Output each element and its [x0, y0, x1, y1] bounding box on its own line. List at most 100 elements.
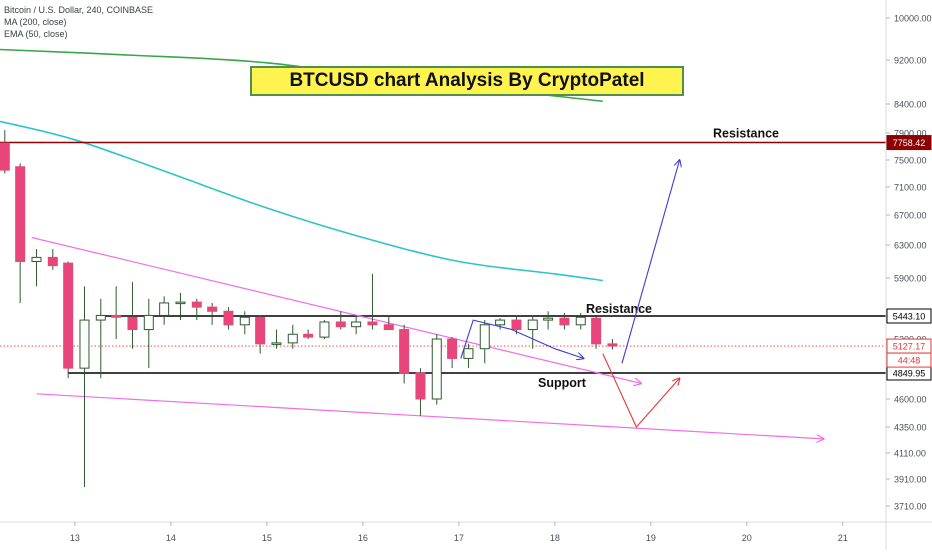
candle-up-body [575, 316, 586, 326]
candle-down-body [303, 333, 314, 338]
price-tag-major: 7758.42 [886, 135, 932, 151]
ma-indicator-label[interactable]: MA (200, close) [4, 17, 67, 27]
candle-down-body [47, 256, 58, 267]
countdown-bg [886, 352, 932, 368]
candle [95, 298, 106, 379]
candle [271, 329, 282, 349]
chart-title: BTCUSD chart Analysis By CryptoPatel [250, 66, 684, 96]
y-tick-label: 4350.00 [894, 423, 927, 433]
candle [351, 315, 362, 335]
candle-down-body [415, 372, 426, 400]
candle-up-body [159, 302, 170, 316]
channel-lower-line [36, 393, 824, 439]
candle-down-body [607, 343, 618, 347]
candle-up-body [271, 342, 282, 345]
price-tag-major-text: 7758.42 [893, 138, 926, 148]
candle-up-body [143, 314, 154, 331]
candle-down-body [559, 317, 570, 326]
candle [335, 311, 346, 330]
candle [415, 368, 426, 416]
countdown-text: 44:48 [898, 356, 921, 366]
candle-down-body [335, 321, 346, 328]
candle [543, 311, 554, 330]
projection-blue-long [621, 160, 680, 364]
y-tick-label: 3710.00 [894, 502, 927, 512]
ema50-line [0, 120, 603, 282]
countdown-tag: 44:48 [886, 352, 932, 368]
candle-up-body [527, 319, 538, 331]
candle [63, 261, 74, 379]
candle [479, 320, 490, 364]
candle-down-body [399, 329, 410, 374]
y-tick-label: 6300.00 [894, 241, 927, 251]
candle [159, 296, 170, 325]
candle-down-body [111, 314, 122, 318]
price-tag-minor-text: 5443.10 [893, 312, 926, 322]
price-tag-major-bg [886, 135, 932, 151]
candle-up-body [79, 319, 90, 369]
candle-down-body [15, 166, 26, 262]
candle [431, 334, 442, 405]
resistance-major-label: Resistance [713, 127, 779, 141]
candle [575, 312, 586, 330]
candle [175, 292, 186, 321]
candle-down-body [591, 317, 602, 345]
candle-down-body [191, 301, 202, 308]
candle [367, 273, 378, 330]
y-tick-label: 3910.00 [894, 475, 927, 485]
y-tick-label: 8400.00 [894, 100, 927, 110]
candle [223, 307, 234, 330]
x-tick-label: 17 [454, 533, 464, 543]
price-tag-support-text: 4849.95 [893, 369, 926, 379]
candle-up-body [175, 301, 186, 305]
y-tick-label: 4110.00 [894, 449, 926, 459]
chart-legend: Bitcoin / U.S. Dollar, 240, COINBASE MA … [4, 4, 153, 40]
price-tag-current-text: 5127.17 [893, 342, 926, 352]
y-tick-label: 9200.00 [894, 56, 927, 66]
candle [239, 311, 250, 335]
candle [207, 302, 218, 325]
y-tick-label: 4600.00 [894, 395, 927, 405]
candle-up-body [95, 314, 106, 321]
price-tag-support: 4849.95 [886, 365, 932, 381]
y-tick-label: 10000.00 [894, 14, 932, 24]
candle-up-body [463, 348, 474, 359]
candle-down-body [511, 319, 522, 331]
candle [31, 249, 42, 287]
projection-red-path [602, 353, 680, 428]
candle-down-body [383, 324, 394, 331]
candle-up-body [495, 319, 506, 326]
ema-indicator-label[interactable]: EMA (50, close) [4, 29, 68, 39]
x-tick-label: 21 [838, 533, 848, 543]
candle [495, 318, 506, 330]
y-tick-label: 7100.00 [894, 183, 927, 193]
y-tick-label: 5900.00 [894, 274, 927, 284]
x-tick-label: 15 [262, 533, 272, 543]
candle [559, 312, 570, 330]
x-tick-label: 19 [646, 533, 656, 543]
support-label: Support [538, 376, 587, 390]
price-tag-minor: 5443.10 [886, 308, 932, 324]
candle [255, 315, 266, 354]
price-tag-minor-bg [886, 308, 932, 324]
y-tick-label: 6700.00 [894, 211, 927, 221]
x-tick-label: 16 [358, 533, 368, 543]
candle-up-body [431, 338, 442, 400]
candle [191, 298, 202, 321]
symbol-label[interactable]: Bitcoin / U.S. Dollar, 240, COINBASE [4, 5, 154, 15]
candle-down-body [0, 142, 10, 171]
candle-down-body [127, 316, 138, 331]
x-tick-label: 13 [70, 533, 80, 543]
candle-up-body [543, 317, 554, 321]
x-tick-label: 14 [166, 533, 176, 543]
candle [0, 130, 10, 174]
candle-down-body [367, 321, 378, 326]
candle-down-body [207, 306, 218, 312]
candle [447, 337, 458, 369]
candle-up-body [239, 316, 250, 326]
candle-up-body [479, 324, 490, 350]
resistance-minor-label: Resistance [586, 302, 652, 316]
candle-up-body [31, 256, 42, 262]
